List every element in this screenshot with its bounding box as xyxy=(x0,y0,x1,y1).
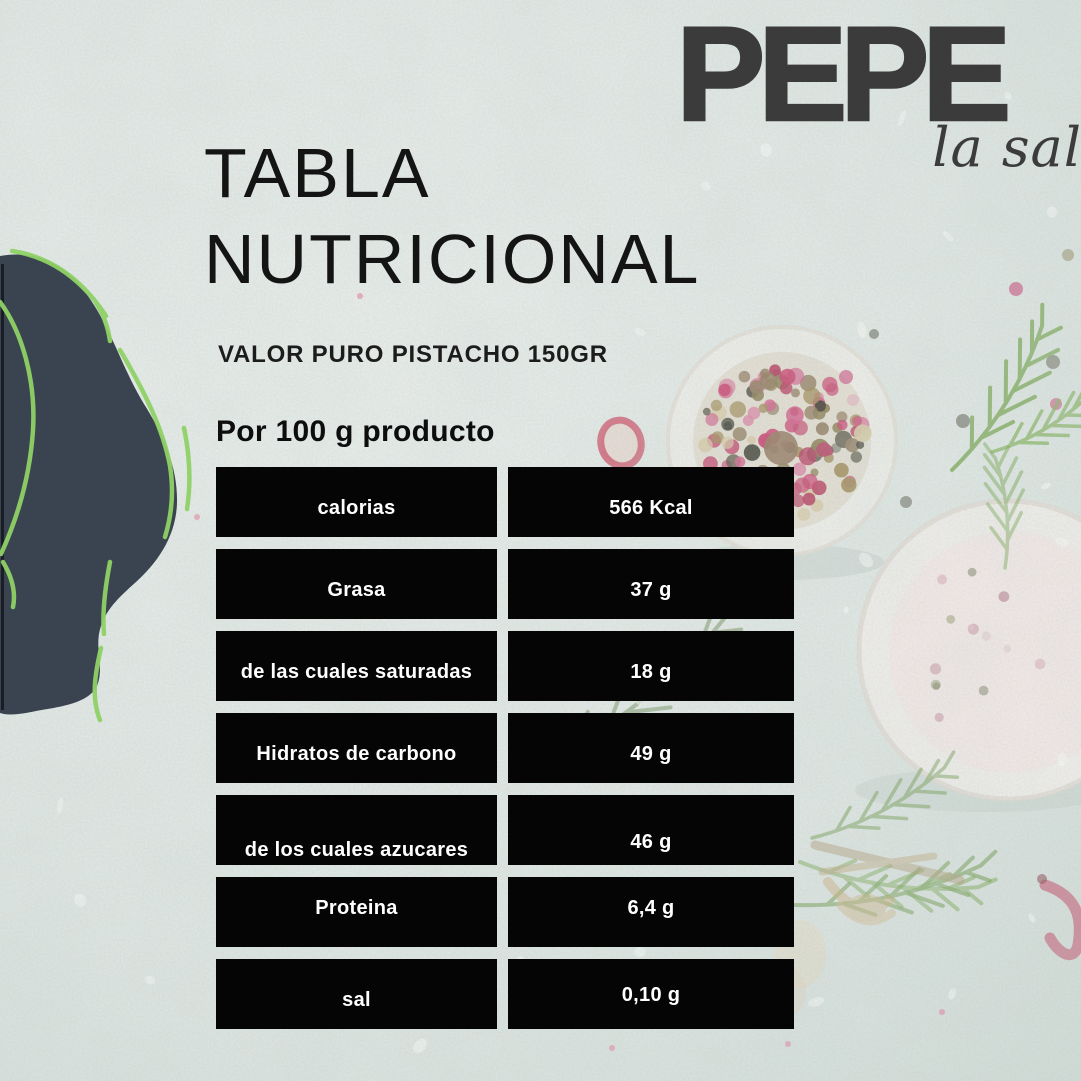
nutrient-value-cell: 49 g xyxy=(508,713,794,783)
nutrient-label-cell: de los cuales azucares xyxy=(216,795,497,865)
serving-note: Por 100 g producto xyxy=(216,415,495,448)
nutrient-label-cell: calorias xyxy=(216,467,497,537)
nutrient-label-cell: sal xyxy=(216,959,497,1029)
nutrition-table: calorias 566 Kcal Grasa 37 g de las cual… xyxy=(216,467,794,1029)
nutrient-value-cell: 46 g xyxy=(508,795,794,865)
blob-edge-line xyxy=(1,264,4,710)
nutrient-value-cell: 18 g xyxy=(508,631,794,701)
nutrient-value-cell: 0,10 g xyxy=(508,959,794,1029)
nutrient-label-cell: de las cuales saturadas xyxy=(216,631,497,701)
nutrient-value-cell: 6,4 g xyxy=(508,877,794,947)
dark-blob xyxy=(0,254,178,715)
nutrient-value-cell: 37 g xyxy=(508,549,794,619)
brand-tagline: la sal xyxy=(932,116,1081,179)
brand-logo: PEPE xyxy=(675,0,1013,149)
page-title: TABLA NUTRICIONAL xyxy=(204,130,700,302)
product-subtitle: VALOR PURO PISTACHO 150GR xyxy=(218,341,608,368)
page-title-line2: NUTRICIONAL xyxy=(204,220,701,298)
page-title-line1: TABLA xyxy=(204,134,431,212)
green-scribbles xyxy=(0,248,192,723)
nutrient-label-cell: Hidratos de carbono xyxy=(216,713,497,783)
nutrient-value-cell: 566 Kcal xyxy=(508,467,794,537)
nutrient-label-cell: Proteina xyxy=(216,877,497,947)
nutrient-label-cell: Grasa xyxy=(216,549,497,619)
